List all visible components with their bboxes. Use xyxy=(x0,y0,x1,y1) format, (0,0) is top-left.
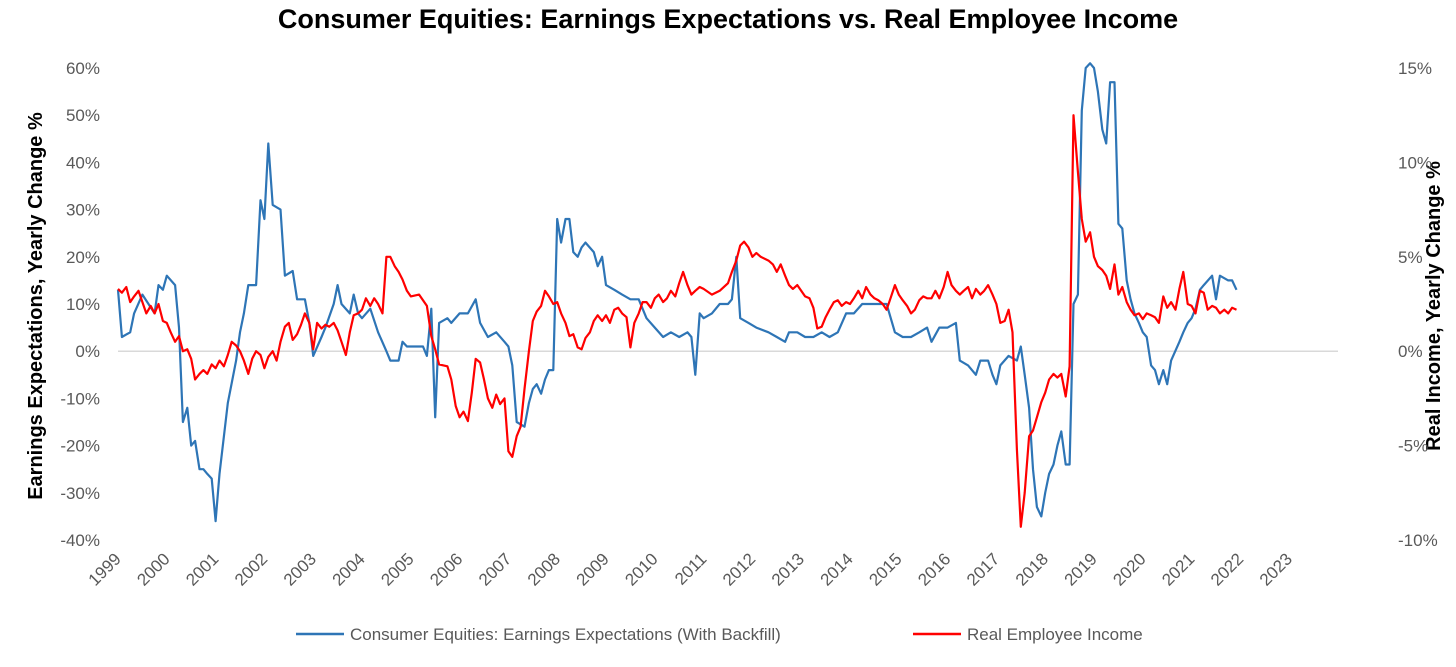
y-tick-right-label: 5% xyxy=(1398,248,1423,267)
x-tick-label: 2014 xyxy=(817,549,857,589)
y-axis-right-title: Real Income, Yearly Change % xyxy=(1423,161,1445,451)
y-tick-right-label: 10% xyxy=(1398,153,1432,172)
legend-label: Consumer Equities: Earnings Expectations… xyxy=(350,625,781,644)
y-tick-left-label: 40% xyxy=(66,153,100,172)
x-tick-label: 2005 xyxy=(377,549,417,589)
x-tick-label: 2002 xyxy=(231,549,271,589)
y-axis-left-title: Earnings Expectations, Yearly Change % xyxy=(25,112,47,500)
y-tick-right-label: -10% xyxy=(1398,531,1438,550)
y-tick-left-label: 60% xyxy=(66,59,100,78)
y-tick-left-label: 10% xyxy=(66,295,100,314)
x-tick-label: 2011 xyxy=(671,549,710,588)
x-tick-label: 2006 xyxy=(426,549,466,589)
x-tick-label: 2016 xyxy=(914,549,954,589)
y-tick-left-label: -10% xyxy=(60,389,100,408)
x-tick-label: 2009 xyxy=(573,549,613,589)
legend-label: Real Employee Income xyxy=(967,625,1143,644)
x-tick-label: 2003 xyxy=(280,549,320,589)
x-tick-label: 2000 xyxy=(133,549,173,589)
x-tick-label: 2023 xyxy=(1256,549,1296,589)
x-tick-label: 2022 xyxy=(1207,549,1247,589)
legend: Consumer Equities: Earnings Expectations… xyxy=(296,625,1143,644)
x-tick-label: 1999 xyxy=(85,549,125,589)
x-tick-label: 2020 xyxy=(1109,549,1149,589)
x-tick-label: 2021 xyxy=(1158,549,1198,589)
y-tick-left-label: -40% xyxy=(60,531,100,550)
x-tick-label: 2013 xyxy=(768,549,808,589)
x-tick-label: 2018 xyxy=(1012,549,1052,589)
y-tick-left-label: 30% xyxy=(66,201,100,220)
y-tick-right-label: 15% xyxy=(1398,59,1432,78)
y-tick-right-label: -5% xyxy=(1398,437,1428,456)
y-tick-right-label: 0% xyxy=(1398,342,1423,361)
series-line-real-employee-income xyxy=(117,114,1237,528)
x-tick-label: 2001 xyxy=(182,549,222,589)
y-tick-left-label: 20% xyxy=(66,248,100,267)
x-tick-label: 2007 xyxy=(475,549,515,589)
y-tick-left-label: 50% xyxy=(66,106,100,125)
x-tick-label: 2008 xyxy=(524,549,564,589)
y-tick-left-label: 0% xyxy=(75,342,100,361)
x-tick-label: 2015 xyxy=(865,549,905,589)
series-line-earnings-expectations xyxy=(116,62,1238,523)
x-tick-label: 2012 xyxy=(719,549,759,589)
series-layer xyxy=(116,62,1238,528)
y-tick-left-label: -30% xyxy=(60,484,100,503)
y-tick-left-label: -20% xyxy=(60,437,100,456)
chart-title: Consumer Equities: Earnings Expectations… xyxy=(278,4,1178,34)
x-tick-label: 2004 xyxy=(329,549,369,589)
x-tick-label: 2019 xyxy=(1061,549,1101,589)
x-tick-label: 2010 xyxy=(621,549,661,589)
x-tick-label: 2017 xyxy=(963,549,1003,589)
